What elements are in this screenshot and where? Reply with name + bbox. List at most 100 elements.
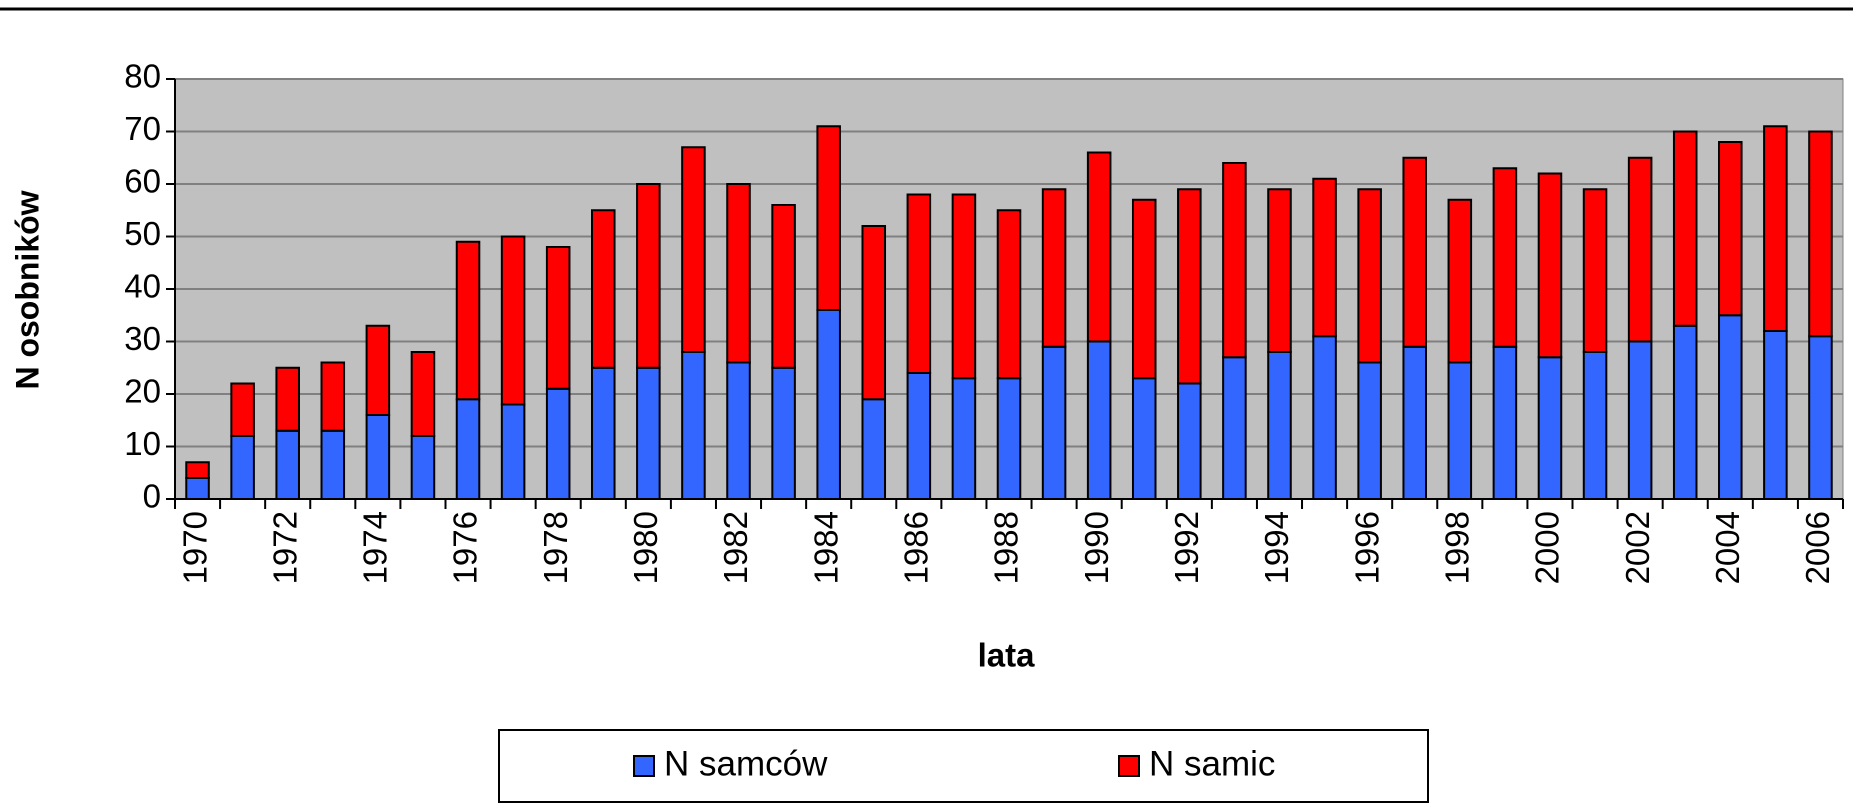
bar-segment xyxy=(996,377,1022,500)
bar-segment xyxy=(996,209,1022,380)
bar-segment xyxy=(636,366,661,500)
bar-segment xyxy=(1582,351,1608,500)
x-tick-label: 1976 xyxy=(447,511,484,584)
x-tick-label: 1990 xyxy=(1078,511,1115,584)
x-tick-label: 2000 xyxy=(1529,511,1566,584)
bar-segment xyxy=(1402,345,1428,500)
bar-segment xyxy=(1312,177,1337,338)
bar-segment xyxy=(1177,382,1202,500)
bar-segment xyxy=(906,372,932,500)
bar-segment xyxy=(591,209,616,369)
legend-swatch xyxy=(1118,755,1140,777)
bar-segment xyxy=(861,398,887,500)
bar-segment xyxy=(951,377,977,500)
bar-segment xyxy=(455,240,481,401)
x-tick-label: 1972 xyxy=(266,511,303,584)
bar-segment xyxy=(410,351,436,437)
bar-segment xyxy=(1672,130,1698,327)
bar-segment xyxy=(455,398,481,500)
x-tick-label: 1988 xyxy=(988,511,1025,584)
x-tick-label: 1996 xyxy=(1348,511,1385,584)
bar-segment xyxy=(1357,188,1382,364)
bar-segment xyxy=(906,193,932,374)
bar-segment xyxy=(1537,172,1563,359)
bar-segment xyxy=(636,183,661,369)
x-tick-label: 1980 xyxy=(627,511,664,584)
bar-segment xyxy=(1177,188,1202,385)
x-tick-label: 1998 xyxy=(1439,511,1476,584)
bar-segment xyxy=(545,387,571,500)
x-tick-label: 1986 xyxy=(898,511,935,584)
bar-segment xyxy=(320,361,346,432)
bar-segment xyxy=(1267,351,1292,500)
bar-segment xyxy=(275,429,300,500)
y-tick-label: 60 xyxy=(124,163,161,200)
y-tick-label: 70 xyxy=(124,110,161,147)
bar-segment xyxy=(1582,188,1608,353)
bar-segment xyxy=(1131,377,1157,500)
y-tick-label: 50 xyxy=(124,215,161,252)
bar-segment xyxy=(230,435,255,500)
bar-segment xyxy=(816,309,841,500)
y-tick-label: 40 xyxy=(124,268,161,305)
bar-segment xyxy=(275,366,300,432)
legend-label: N samic xyxy=(1149,744,1275,783)
legend-label: N samców xyxy=(664,744,828,783)
bar-segment xyxy=(951,193,977,380)
bar-segment xyxy=(726,361,751,500)
x-tick-label: 1982 xyxy=(717,511,754,584)
bar-segment xyxy=(365,324,391,416)
bar-segment xyxy=(1672,324,1698,500)
bar-segment xyxy=(771,366,796,500)
x-tick-label: 2006 xyxy=(1799,511,1836,584)
bar-segment xyxy=(771,204,796,369)
bar-segment xyxy=(1763,330,1788,500)
bar-segment xyxy=(230,382,255,437)
bar-segment xyxy=(1627,156,1653,343)
bar-segment xyxy=(1357,361,1382,500)
bar-segment xyxy=(1763,125,1788,332)
x-tick-label: 1970 xyxy=(176,511,213,584)
bar-segment xyxy=(591,366,616,500)
bar-segment xyxy=(1627,340,1653,500)
bar-segment xyxy=(1086,340,1112,500)
bar-segment xyxy=(1131,198,1157,380)
bar-segment xyxy=(1808,335,1833,500)
y-tick-label: 0 xyxy=(143,478,161,515)
bar-segment xyxy=(320,429,346,500)
bar-segment xyxy=(500,235,526,406)
bar-segment xyxy=(1402,156,1428,348)
bar-segment xyxy=(816,125,841,311)
bar-segment xyxy=(726,183,751,364)
y-tick-label: 30 xyxy=(124,320,161,357)
bar-segment xyxy=(1447,198,1473,364)
bar-segment xyxy=(365,414,391,500)
bar-segment xyxy=(410,435,436,500)
y-tick-label: 20 xyxy=(124,373,161,410)
bar-segment xyxy=(1041,345,1067,500)
bar-segment xyxy=(500,403,526,500)
bar-segment xyxy=(185,461,210,479)
bar-segment xyxy=(1041,188,1067,348)
bar-segment xyxy=(861,225,887,401)
y-axis-title: N osobników xyxy=(9,190,45,389)
x-tick-label: 1984 xyxy=(807,511,844,584)
bar-segment xyxy=(1222,356,1247,500)
y-tick-label: 10 xyxy=(124,425,161,462)
bar-segment xyxy=(545,246,571,390)
y-tick-label: 80 xyxy=(124,58,161,95)
bar-segment xyxy=(1086,151,1112,343)
bar-segment xyxy=(1492,167,1518,348)
bar-segment xyxy=(1312,335,1337,500)
bar-segment xyxy=(1718,141,1743,317)
x-tick-label: 1992 xyxy=(1168,511,1205,584)
bar-segment xyxy=(1222,162,1247,359)
x-tick-label: 1974 xyxy=(357,511,394,584)
x-tick-label: 2002 xyxy=(1619,511,1656,584)
x-tick-label: 2004 xyxy=(1709,511,1746,584)
x-tick-label: 1978 xyxy=(537,511,574,584)
bar-segment xyxy=(1718,314,1743,500)
bar-segment xyxy=(1267,188,1292,353)
legend-swatch xyxy=(633,755,655,777)
